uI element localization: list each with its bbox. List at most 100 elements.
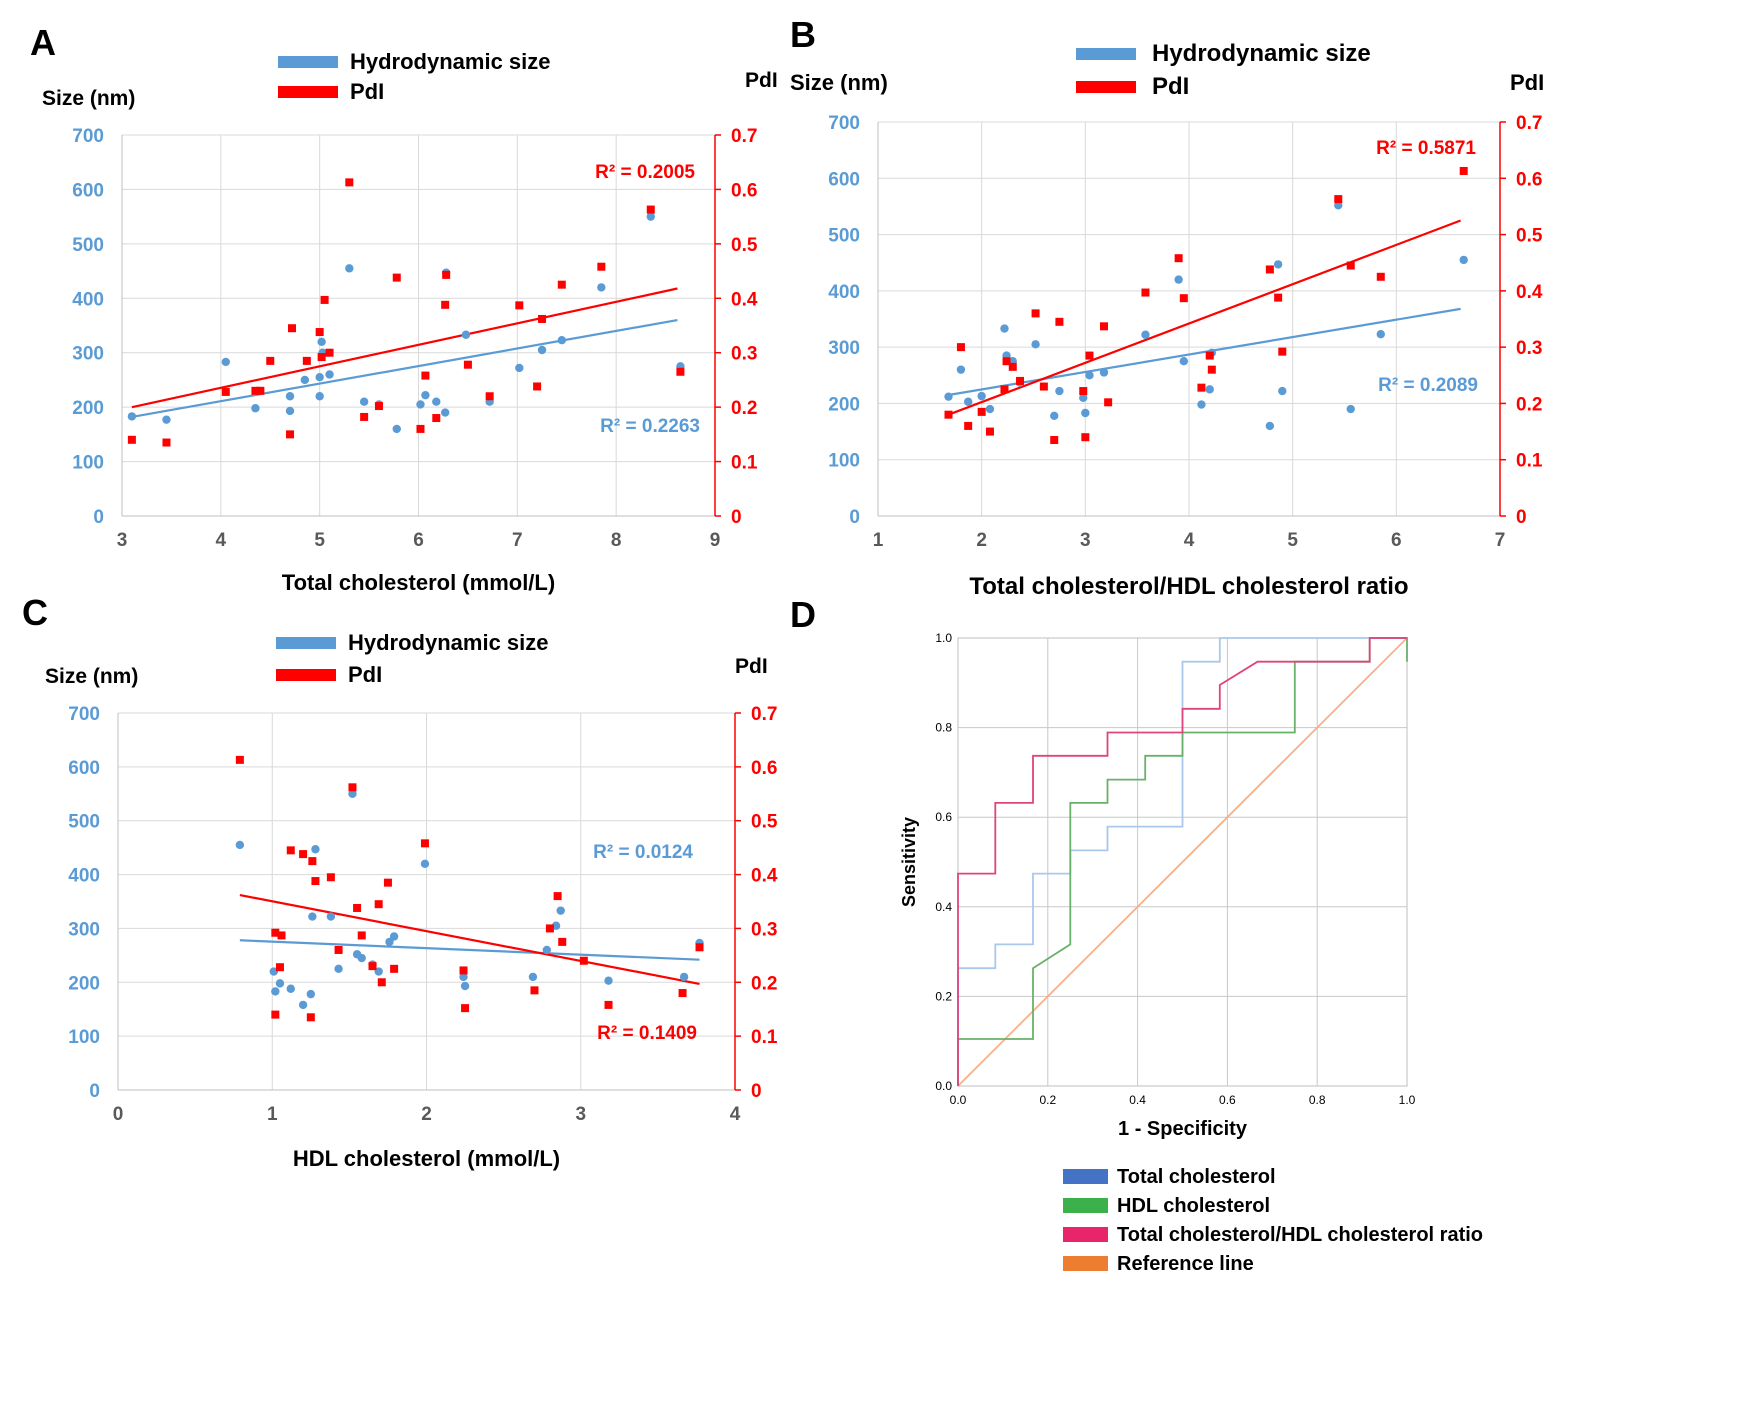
pdi-point xyxy=(1207,365,1216,374)
size-point xyxy=(1031,340,1040,349)
size-point xyxy=(646,212,655,221)
roc-x-tick-label: 0.4 xyxy=(1129,1093,1146,1107)
legend-swatch-hdl-cholesterol xyxy=(1063,1198,1108,1213)
x-tick-label: 9 xyxy=(710,530,721,551)
roc-y-tick-label: 0.6 xyxy=(935,810,952,824)
size-point xyxy=(440,408,450,417)
pdi-trendline xyxy=(239,893,700,985)
pdi-point xyxy=(271,1010,280,1019)
size-r2-label: R² = 0.2263 xyxy=(600,416,700,437)
pdi-point xyxy=(277,931,286,940)
legend-swatch-pdi xyxy=(1076,81,1136,93)
pdi-point xyxy=(944,410,953,419)
x-axis-title: Total cholesterol (mmol/L) xyxy=(282,570,555,595)
pdi-point xyxy=(320,295,329,304)
size-point xyxy=(1346,404,1355,414)
right-tick-label: 0.6 xyxy=(751,758,777,779)
pdi-point xyxy=(1000,385,1009,394)
right-tick-label: 0.2 xyxy=(751,973,777,994)
legend-label-pdi: PdI xyxy=(1152,73,1189,100)
left-tick-label: 700 xyxy=(828,113,860,134)
right-tick-label: 0.4 xyxy=(1516,282,1543,303)
x-tick-label: 4 xyxy=(730,1104,741,1125)
pdi-point xyxy=(311,877,320,886)
pdi-point xyxy=(360,412,369,421)
left-tick-label: 500 xyxy=(68,812,100,833)
panel-letter-a: A xyxy=(30,22,56,63)
pdi-point xyxy=(459,966,468,975)
pdi-point xyxy=(538,314,547,323)
pdi-point xyxy=(357,931,366,940)
x-tick-label: 1 xyxy=(267,1104,278,1125)
right-tick-label: 0.7 xyxy=(731,126,757,147)
pdi-point xyxy=(533,382,542,391)
roc-y-tick-label: 0.8 xyxy=(935,721,952,735)
right-tick-label: 0.5 xyxy=(731,235,758,256)
pdi-point xyxy=(977,407,986,416)
size-point xyxy=(1141,330,1150,339)
pdi-point xyxy=(441,300,450,309)
pdi-trendline xyxy=(131,287,678,409)
pdi-point xyxy=(463,360,472,369)
size-point xyxy=(235,840,245,850)
size-point xyxy=(1205,385,1214,394)
left-tick-label: 500 xyxy=(828,226,860,247)
pdi-point xyxy=(1085,351,1094,360)
roc-y-tick-label: 0.2 xyxy=(935,989,952,1003)
size-point xyxy=(1055,386,1064,396)
x-tick-label: 4 xyxy=(1184,530,1195,551)
size-point xyxy=(432,397,441,406)
x-tick-label: 2 xyxy=(421,1104,432,1125)
size-point xyxy=(1085,371,1094,380)
right-tick-label: 0.1 xyxy=(1516,451,1543,472)
right-tick-label: 0.7 xyxy=(1516,113,1542,134)
legend-label-size: Hydrodynamic size xyxy=(350,49,551,74)
size-point xyxy=(285,392,295,401)
right-tick-label: 0.4 xyxy=(751,866,778,887)
pdi-r2-label: R² = 0.2005 xyxy=(595,162,695,183)
size-point xyxy=(1050,411,1059,421)
pdi-point xyxy=(985,427,994,436)
size-point xyxy=(1334,201,1343,210)
size-point xyxy=(1000,324,1009,333)
roc-y-axis-title: Sensitivity xyxy=(899,817,919,907)
pdi-point xyxy=(485,392,494,401)
right-axis-title: PdI xyxy=(745,69,778,92)
size-point xyxy=(357,953,366,963)
pdi-point xyxy=(421,371,430,380)
pdi-point xyxy=(1346,261,1355,270)
x-tick-label: 6 xyxy=(413,530,424,551)
pdi-point xyxy=(302,356,311,365)
right-axis-title: PdI xyxy=(735,655,768,678)
pdi-point xyxy=(432,414,441,423)
size-point xyxy=(1174,275,1183,284)
size-point xyxy=(963,397,973,406)
size-point xyxy=(537,345,547,355)
pdi-r2-label: R² = 0.1409 xyxy=(597,1023,697,1044)
legend-label-pdi: PdI xyxy=(348,662,382,687)
size-point xyxy=(1278,386,1287,396)
size-point xyxy=(556,906,565,915)
pdi-point xyxy=(1179,294,1188,303)
size-point xyxy=(542,945,552,955)
left-tick-label: 0 xyxy=(849,507,860,528)
size-point xyxy=(416,400,425,409)
pdi-point xyxy=(334,945,343,954)
legend-label-size: Hydrodynamic size xyxy=(348,630,549,655)
pdi-point xyxy=(461,1004,470,1013)
pdi-point xyxy=(416,424,425,433)
pdi-point xyxy=(1174,254,1183,263)
size-point xyxy=(389,932,399,941)
size-point xyxy=(1459,255,1468,265)
pdi-point xyxy=(299,850,308,859)
pdi-point xyxy=(1278,347,1287,356)
pdi-trendline xyxy=(948,219,1461,416)
roc-legend-label: HDL cholesterol xyxy=(1117,1195,1270,1217)
pdi-point xyxy=(308,857,317,866)
pdi-point xyxy=(235,755,244,764)
size-point xyxy=(308,912,317,921)
size-point xyxy=(977,391,986,401)
legend-label-size: Hydrodynamic size xyxy=(1152,40,1371,67)
roc-x-tick-label: 0.8 xyxy=(1309,1093,1326,1107)
